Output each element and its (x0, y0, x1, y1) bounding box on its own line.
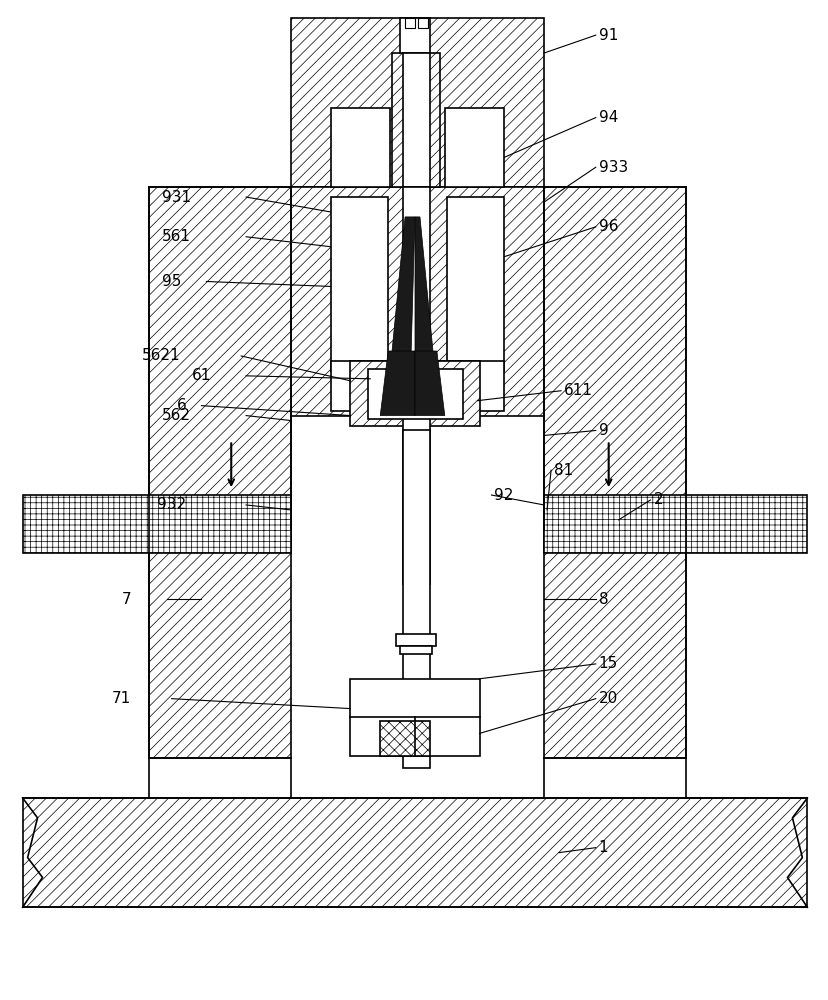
Bar (402, 53, 430, 187)
Text: 6: 6 (176, 398, 186, 413)
Text: 1: 1 (598, 840, 608, 855)
Text: 561: 561 (161, 229, 190, 244)
Bar (402, 187, 430, 584)
Text: 931: 931 (161, 190, 190, 205)
Bar (392, 53, 440, 187)
Bar (543, 187, 686, 530)
Text: 9: 9 (598, 423, 608, 438)
Text: 2: 2 (652, 492, 662, 507)
Polygon shape (415, 217, 436, 391)
Text: 562: 562 (161, 408, 190, 423)
Bar (291, 18, 543, 187)
Bar (543, 495, 806, 553)
Text: 96: 96 (598, 219, 618, 234)
Text: 8: 8 (598, 592, 608, 607)
Bar (330, 361, 503, 411)
Text: 95: 95 (161, 274, 181, 289)
Text: 20: 20 (598, 691, 617, 706)
Text: 7: 7 (122, 592, 132, 607)
Bar (148, 187, 291, 530)
Text: 71: 71 (112, 691, 131, 706)
Bar (396, 634, 436, 646)
Bar (22, 495, 291, 553)
Bar (148, 530, 291, 758)
Bar (400, 18, 430, 53)
Text: 933: 933 (598, 160, 628, 175)
Bar (543, 530, 686, 758)
Bar (417, 18, 427, 28)
Polygon shape (388, 217, 415, 391)
Bar (368, 369, 462, 419)
Text: 61: 61 (191, 368, 210, 383)
Bar (405, 18, 415, 28)
Bar (350, 679, 479, 756)
Text: 5621: 5621 (142, 348, 181, 363)
Text: 94: 94 (598, 110, 618, 125)
Bar (402, 430, 430, 768)
Text: 15: 15 (598, 656, 617, 671)
Bar (446, 197, 503, 371)
Text: 81: 81 (553, 463, 573, 478)
Bar (330, 108, 390, 187)
Text: 91: 91 (598, 28, 618, 43)
Bar (291, 187, 543, 416)
Bar (22, 798, 806, 907)
Polygon shape (380, 351, 415, 416)
Text: 92: 92 (493, 488, 513, 503)
Bar (400, 646, 431, 654)
Text: 611: 611 (563, 383, 592, 398)
Text: 932: 932 (156, 497, 185, 512)
Polygon shape (415, 351, 445, 416)
Bar (330, 197, 388, 371)
Bar (445, 108, 503, 187)
Bar (380, 721, 430, 756)
Bar (350, 361, 479, 426)
